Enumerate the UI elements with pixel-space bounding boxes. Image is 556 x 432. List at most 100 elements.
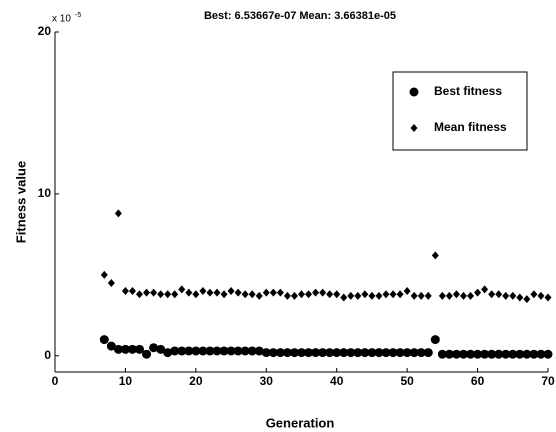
point — [375, 291, 383, 300]
y-tick-label: 0 — [44, 348, 51, 362]
x-tick-label: 50 — [400, 374, 414, 388]
point — [233, 346, 243, 356]
point — [213, 288, 221, 297]
y-tick-label: 10 — [38, 186, 52, 200]
point — [114, 209, 122, 218]
x-axis-label: Generation — [266, 415, 335, 430]
point — [494, 349, 504, 359]
point — [515, 349, 525, 359]
point — [177, 346, 187, 356]
point — [403, 287, 411, 296]
point — [509, 291, 517, 300]
point — [127, 344, 137, 354]
point — [297, 348, 306, 358]
point — [220, 290, 228, 299]
y-multiplier: x 10 — [52, 14, 71, 25]
point — [298, 290, 305, 299]
point — [537, 291, 545, 300]
point — [480, 349, 490, 359]
point — [305, 290, 313, 299]
point — [353, 348, 363, 358]
x-tick-label: 70 — [541, 374, 555, 388]
point — [198, 346, 208, 356]
point — [382, 290, 390, 299]
point — [529, 349, 539, 359]
point — [283, 291, 291, 300]
point — [150, 288, 158, 297]
point — [502, 291, 510, 300]
point — [495, 290, 503, 299]
legend-marker — [410, 124, 418, 132]
point — [437, 349, 447, 359]
point — [106, 341, 116, 351]
y-tick-label: 20 — [38, 24, 52, 38]
point — [474, 288, 482, 297]
point — [360, 348, 370, 358]
point — [417, 291, 425, 300]
point — [184, 346, 194, 356]
point — [488, 290, 496, 299]
point — [430, 335, 440, 345]
point — [340, 293, 348, 302]
point — [170, 346, 180, 356]
point — [269, 288, 277, 297]
point — [354, 291, 362, 300]
point — [333, 290, 341, 299]
point — [142, 349, 152, 359]
y-axis-label: Fitness value — [13, 161, 28, 243]
point — [255, 291, 263, 300]
point — [452, 290, 460, 299]
point — [164, 290, 172, 299]
chart-title: Best: 6.53667e-07 Mean: 3.66381e-05 — [204, 10, 396, 22]
point — [410, 291, 418, 300]
point — [282, 348, 292, 358]
point — [205, 346, 215, 356]
point — [445, 291, 453, 300]
point — [247, 346, 257, 356]
point — [290, 291, 298, 300]
x-tick-label: 40 — [330, 374, 344, 388]
point — [136, 290, 144, 299]
point — [275, 348, 285, 358]
point — [530, 290, 538, 299]
point — [466, 349, 476, 359]
point — [481, 285, 489, 294]
point — [318, 348, 328, 358]
point — [149, 343, 159, 353]
point — [374, 348, 384, 358]
point — [143, 288, 151, 297]
point — [107, 278, 115, 287]
point — [185, 288, 193, 297]
point — [346, 348, 356, 358]
point — [381, 348, 391, 358]
point — [424, 291, 432, 300]
point — [423, 348, 433, 358]
point — [99, 335, 109, 345]
point — [368, 291, 376, 300]
point — [523, 295, 531, 304]
point — [157, 290, 165, 299]
point — [113, 344, 123, 354]
legend-label: Best fitness — [434, 84, 502, 98]
point — [241, 290, 249, 299]
point — [206, 288, 214, 297]
point — [367, 348, 377, 358]
point — [339, 348, 349, 358]
point — [544, 293, 552, 302]
point — [536, 349, 546, 359]
x-tick-label: 20 — [189, 374, 203, 388]
point — [347, 291, 355, 300]
point — [451, 349, 461, 359]
point — [431, 251, 439, 260]
point — [459, 291, 467, 300]
legend-marker — [409, 87, 419, 97]
point — [227, 287, 235, 296]
point — [191, 346, 201, 356]
point — [240, 346, 250, 356]
point — [289, 348, 299, 358]
point — [121, 287, 129, 296]
point — [234, 288, 242, 297]
point — [508, 349, 518, 359]
y-exponent: -5 — [75, 12, 81, 19]
